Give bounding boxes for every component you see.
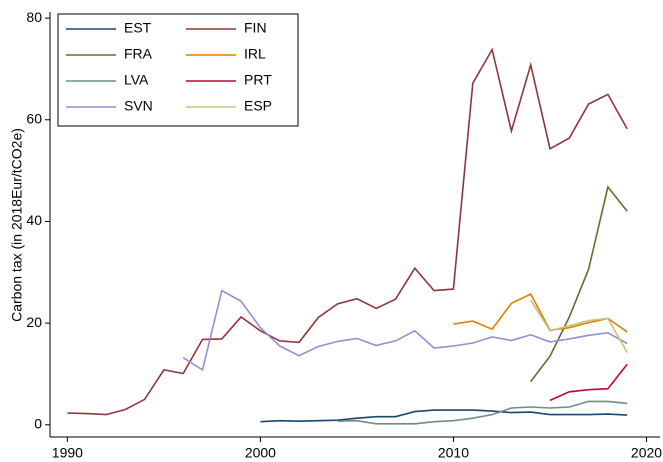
series-line bbox=[260, 409, 628, 423]
y-tick-label: 0 bbox=[34, 416, 42, 432]
legend-label: LVA bbox=[124, 72, 149, 88]
legend-label: EST bbox=[124, 20, 152, 36]
x-tick-label: 1990 bbox=[52, 445, 83, 461]
y-tick-label: 80 bbox=[26, 9, 42, 25]
legend-label: ESP bbox=[244, 98, 272, 114]
series-line bbox=[530, 185, 628, 383]
x-tick-label: 2000 bbox=[245, 445, 276, 461]
series-line bbox=[530, 299, 628, 353]
series-line bbox=[549, 363, 628, 402]
y-axis-label: Carbon tax (in 2018Eur/tCO2e) bbox=[9, 128, 25, 322]
legend-label: FRA bbox=[124, 46, 153, 62]
y-tick-label: 40 bbox=[26, 212, 42, 228]
legend-label: PRT bbox=[244, 72, 272, 88]
x-tick-label: 2020 bbox=[631, 445, 662, 461]
series-line bbox=[67, 47, 628, 416]
legend-label: IRL bbox=[244, 46, 266, 62]
y-tick-label: 20 bbox=[26, 314, 42, 330]
series-line bbox=[453, 293, 628, 333]
series-line bbox=[337, 400, 628, 425]
series-line bbox=[182, 289, 628, 372]
legend-label: SVN bbox=[124, 98, 153, 114]
y-tick-label: 60 bbox=[26, 110, 42, 126]
legend-label: FIN bbox=[244, 20, 267, 36]
x-tick-label: 2010 bbox=[438, 445, 469, 461]
